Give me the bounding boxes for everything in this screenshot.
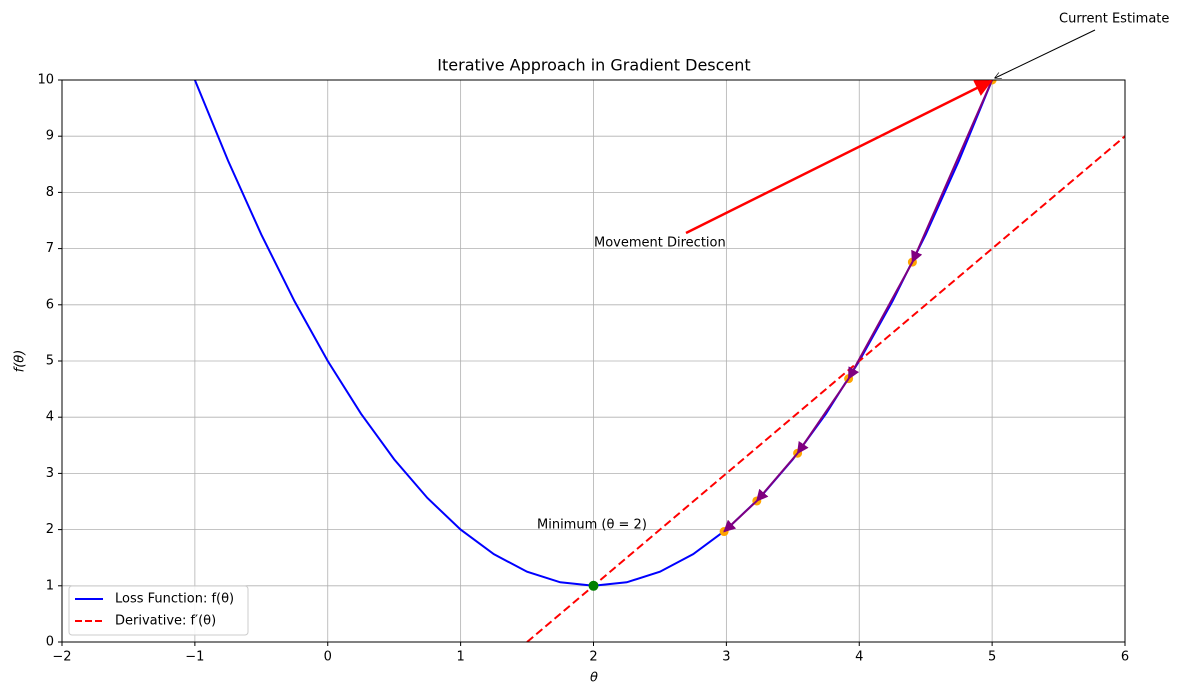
x-tick-label: −1	[185, 650, 204, 665]
y-tick-label: 7	[46, 241, 54, 256]
step-arrow	[796, 378, 850, 455]
ticks: −2 −1 0 1 2 3 4 5 6 0 1 2 3 4 5 6 7 8 9 10	[37, 73, 1129, 665]
y-tick-label: 5	[46, 354, 54, 369]
step-arrow	[723, 500, 758, 533]
annotations: Current Estimate Movement Direction Minimu…	[537, 12, 1169, 533]
y-axis-label: f(θ)	[13, 350, 28, 373]
series-line	[526, 135, 1125, 642]
y-tick-label: 4	[46, 410, 54, 425]
legend-label: Derivative: f′(θ)	[115, 614, 216, 629]
y-tick-label: 10	[37, 73, 54, 88]
x-tick-label: −2	[52, 650, 71, 665]
chart-title: Iterative Approach in Gradient Descent	[437, 56, 750, 75]
y-tick-label: 0	[46, 635, 54, 650]
x-tick-label: 4	[855, 650, 863, 665]
legend-box	[68, 585, 249, 636]
annotation: Current Estimate	[1059, 12, 1169, 27]
y-tick-label: 3	[46, 466, 54, 481]
x-tick-label: 0	[324, 650, 332, 665]
step-arrow	[911, 80, 994, 264]
annotation: Minimum (θ = 2)	[537, 518, 647, 533]
y-tick-label: 6	[46, 297, 54, 312]
step-arrow	[847, 261, 914, 380]
y-tick-label: 1	[46, 578, 54, 593]
legend-label: Loss Function: f(θ)	[115, 592, 234, 607]
x-tick-label: 2	[589, 650, 597, 665]
legend: Loss Function: f(θ) Derivative: f′(θ)	[68, 585, 249, 636]
x-tick-label: 6	[1121, 650, 1129, 665]
annotation-arrow	[685, 79, 993, 235]
grid	[61, 79, 1126, 643]
annotation-arrow	[995, 29, 1096, 78]
y-tick-label: 8	[46, 185, 54, 200]
y-tick-label: 9	[46, 129, 54, 144]
x-tick-label: 1	[456, 650, 464, 665]
annotation: Movement Direction	[594, 236, 726, 251]
y-tick-label: 2	[46, 522, 54, 537]
plot-area	[193, 80, 1125, 642]
step-arrow	[756, 452, 799, 502]
minimum-point	[588, 580, 599, 591]
x-tick-label: 5	[988, 650, 996, 665]
x-tick-label: 3	[722, 650, 730, 665]
x-axis-label: θ	[590, 671, 598, 686]
